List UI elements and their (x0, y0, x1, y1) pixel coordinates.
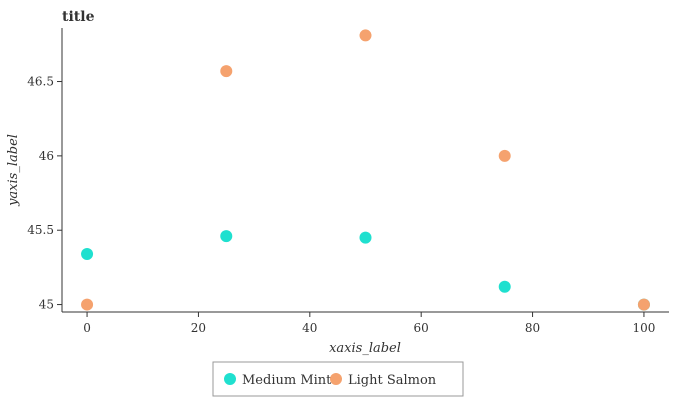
data-point-medium-mint (81, 248, 94, 261)
legend: Medium Mint Light Salmon (212, 361, 464, 397)
legend-marker (224, 373, 236, 385)
y-tick-label: 45.5 (27, 223, 54, 237)
data-point-medium-mint (359, 231, 372, 244)
y-tick-label: 45 (39, 298, 54, 312)
data-point-light-salmon (637, 298, 650, 311)
data-point-light-salmon (359, 29, 372, 42)
x-tick-label: 0 (83, 321, 91, 335)
data-point-medium-mint (220, 230, 233, 243)
legend-label: Medium Mint (242, 373, 332, 388)
x-ticks: 0 20 40 60 80 100 (83, 312, 655, 335)
y-ticks: 45 45.5 46 46.5 (27, 75, 62, 312)
y-tick-label: 46 (39, 149, 54, 163)
data-point-light-salmon (81, 298, 94, 311)
x-axis-title: xaxis_label (329, 341, 401, 356)
legend-marker (330, 373, 342, 385)
x-tick-label: 40 (302, 321, 317, 335)
x-tick-label: 100 (632, 321, 655, 335)
data-points (81, 29, 650, 311)
data-point-medium-mint (498, 280, 511, 293)
y-axis-title: yaxis_label (6, 134, 21, 207)
y-tick-label: 46.5 (27, 75, 54, 89)
x-tick-label: 60 (414, 321, 429, 335)
data-point-light-salmon (220, 65, 233, 78)
x-tick-label: 20 (191, 321, 206, 335)
axes (61, 28, 669, 313)
data-point-light-salmon (498, 149, 511, 162)
legend-label: Light Salmon (348, 373, 437, 388)
chart-title: title (62, 9, 95, 25)
x-tick-label: 80 (525, 321, 540, 335)
